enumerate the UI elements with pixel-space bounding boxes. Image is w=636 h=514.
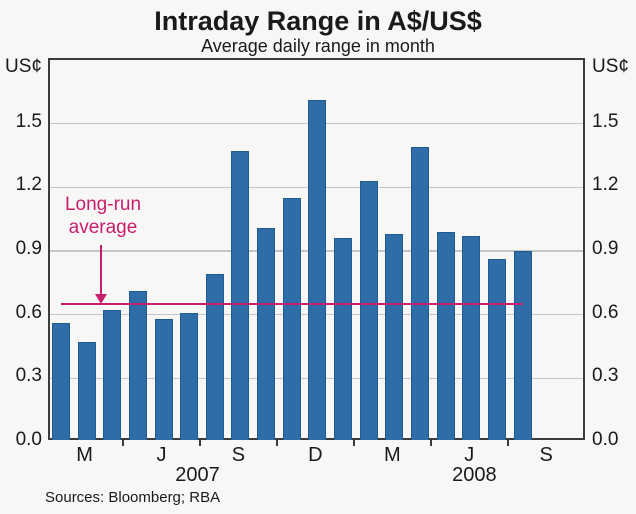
unit-label-left: US¢	[5, 56, 42, 77]
bar	[308, 100, 327, 440]
y-tick-label-right: 1.5	[592, 110, 619, 132]
x-tick-label: M	[76, 444, 93, 466]
long-run-average-label-line1: Long-run	[64, 194, 142, 215]
x-tick-mark	[352, 440, 355, 446]
x-tick-mark	[506, 440, 509, 446]
long-run-average-line	[61, 302, 523, 306]
x-tick-mark	[122, 440, 125, 446]
y-tick-label-right: 0.6	[592, 301, 619, 323]
bar	[257, 227, 276, 440]
y-tick-label-left: 0.0	[15, 429, 42, 450]
bar	[154, 318, 173, 440]
y-tick-label-left: 0.9	[15, 238, 42, 259]
long-run-average-arrowhead-icon	[95, 294, 107, 304]
x-tick-label: J	[156, 444, 167, 466]
bar	[334, 238, 353, 440]
year-label: 2007	[175, 464, 220, 486]
long-run-average-label: Long-run average	[43, 193, 163, 239]
y-tick-label-right: 0.3	[592, 365, 619, 387]
y-tick-label-left: 1.2	[15, 174, 42, 196]
long-run-average-label-line2: average	[68, 217, 138, 238]
x-tick-label: D	[308, 444, 323, 466]
year-label: 2008	[452, 464, 497, 486]
x-tick-label: M	[383, 444, 401, 466]
bar	[52, 323, 70, 440]
y-tick-label-left: 0.6	[15, 301, 42, 323]
y-tick-label-right: 0.0	[592, 429, 619, 450]
bar	[513, 251, 532, 440]
y-tick-label-right: 1.2	[592, 174, 619, 196]
bar	[128, 291, 147, 440]
y-tick-label-left: 0.3	[15, 365, 42, 387]
bar	[462, 236, 481, 440]
bar	[180, 312, 199, 440]
x-tick-label: J	[464, 444, 475, 466]
y-tick-label-right: 0.9	[592, 238, 619, 259]
y-tick-label-left: 1.5	[15, 110, 42, 132]
x-tick-mark	[275, 440, 278, 446]
x-tick-label: S	[539, 444, 553, 466]
sources-note: Sources: Bloomberg; RBA	[45, 489, 221, 506]
bar	[359, 180, 378, 440]
unit-label-right: US¢	[592, 56, 629, 77]
bar	[77, 342, 96, 440]
bar	[410, 147, 429, 440]
bar	[103, 310, 122, 440]
long-run-average-arrow	[100, 245, 102, 295]
x-tick-mark	[199, 440, 202, 446]
plot-area	[48, 58, 585, 440]
bar	[205, 274, 224, 440]
bar	[487, 259, 506, 440]
chart-subtitle: Average daily range in month	[201, 36, 435, 56]
bar	[385, 234, 404, 440]
bar	[282, 197, 301, 440]
x-tick-label: S	[231, 444, 246, 466]
bar	[231, 151, 250, 440]
chart-title: Intraday Range in A$/US$	[154, 6, 482, 36]
x-tick-mark	[429, 440, 432, 446]
bar	[436, 231, 455, 440]
